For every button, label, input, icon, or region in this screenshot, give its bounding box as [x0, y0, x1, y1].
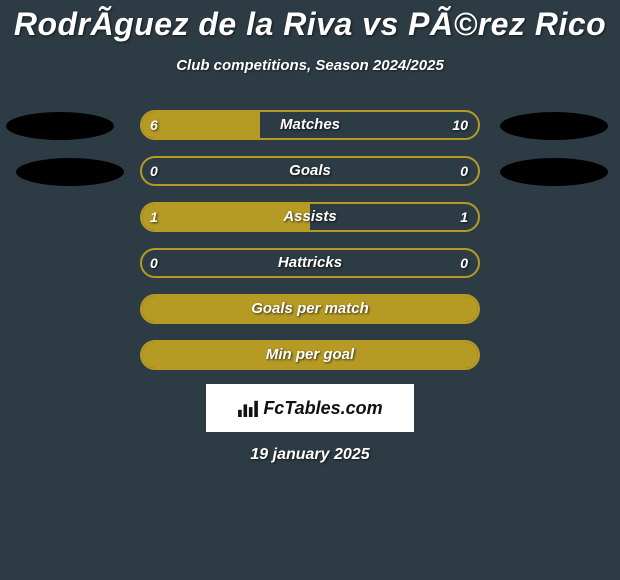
bar-track	[140, 248, 480, 278]
bar-fill-left	[142, 296, 478, 322]
bars-icon	[237, 399, 259, 417]
bar-track	[140, 202, 480, 232]
bar-fill-left	[142, 112, 260, 138]
stat-row: Assists11	[0, 194, 620, 240]
date-text: 19 january 2025	[0, 446, 620, 464]
stat-row: Matches610	[0, 102, 620, 148]
bar-fill-left	[142, 342, 478, 368]
player-left-shadow	[16, 158, 124, 186]
comparison-chart: Matches610Goals00Assists11Hattricks00Goa…	[0, 102, 620, 378]
bar-fill-left	[142, 250, 310, 276]
bar-track	[140, 156, 480, 186]
bar-fill-right	[260, 112, 478, 138]
player-left-shadow	[6, 112, 114, 140]
player-right-shadow	[500, 112, 608, 140]
stat-row: Goals00	[0, 148, 620, 194]
stat-row: Min per goal	[0, 332, 620, 378]
bar-fill-right	[310, 250, 478, 276]
bar-fill-right	[310, 204, 478, 230]
logo-text: FcTables.com	[263, 398, 382, 419]
bar-track	[140, 294, 480, 324]
logo-box: FcTables.com	[206, 384, 414, 432]
stat-row: Hattricks00	[0, 240, 620, 286]
player-right-shadow	[500, 158, 608, 186]
bar-track	[140, 340, 480, 370]
bar-fill-right	[310, 158, 478, 184]
stat-row: Goals per match	[0, 286, 620, 332]
subtitle: Club competitions, Season 2024/2025	[0, 57, 620, 74]
bar-fill-left	[142, 158, 310, 184]
page-title: RodrÃ­guez de la Riva vs PÃ©rez Rico	[0, 0, 620, 43]
bar-track	[140, 110, 480, 140]
bar-fill-left	[142, 204, 310, 230]
